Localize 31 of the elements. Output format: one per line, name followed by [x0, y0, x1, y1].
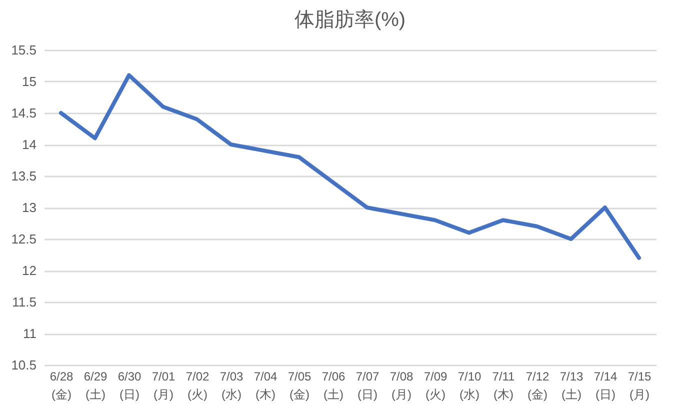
x-tick-label: 7/13(土): [560, 370, 584, 402]
x-tick-label: 7/07(日): [356, 370, 380, 402]
x-tick-label: 7/11(木): [492, 370, 516, 402]
y-tick-label: 13: [22, 200, 36, 215]
y-tick-label: 12: [22, 263, 36, 278]
y-tick-label: 14.5: [11, 106, 36, 120]
x-tick-label: 6/30(日): [118, 370, 142, 402]
x-tick-label: 7/14(日): [594, 370, 618, 402]
x-tick-label: 7/04(木): [254, 370, 278, 402]
y-tick-label: 10.5: [11, 358, 36, 372]
x-tick-label: 7/01(月): [152, 370, 176, 402]
y-tick-label: 15: [22, 74, 36, 89]
x-tick-label: 7/05(金): [288, 370, 312, 402]
chart-title: 体脂肪率(%): [294, 9, 406, 31]
x-tick-label: 7/10(水): [458, 370, 482, 402]
x-tick-label: 6/29(土): [84, 370, 108, 402]
y-tick-label: 11.5: [12, 294, 36, 310]
x-tick-label: 7/08(月): [390, 370, 414, 402]
y-tick-label: 12.5: [11, 232, 36, 246]
line-series: [59, 73, 641, 260]
y-tick-label: 11: [23, 326, 36, 341]
x-tick-label: 7/15(月): [628, 370, 652, 402]
x-tick-label: 7/03(水): [220, 370, 244, 402]
x-tick-label: 7/06(土): [322, 370, 346, 402]
y-tick-label: 15.5: [11, 42, 36, 58]
x-tick-label: 6/28(金): [50, 370, 74, 402]
x-tick-label: 7/09(火): [424, 370, 448, 402]
x-tick-label: 7/12(金): [526, 370, 550, 402]
y-tick-label: 14: [22, 137, 36, 152]
x-tick-label: 7/02(火): [186, 370, 210, 402]
y-tick-label: 13.5: [11, 168, 36, 184]
